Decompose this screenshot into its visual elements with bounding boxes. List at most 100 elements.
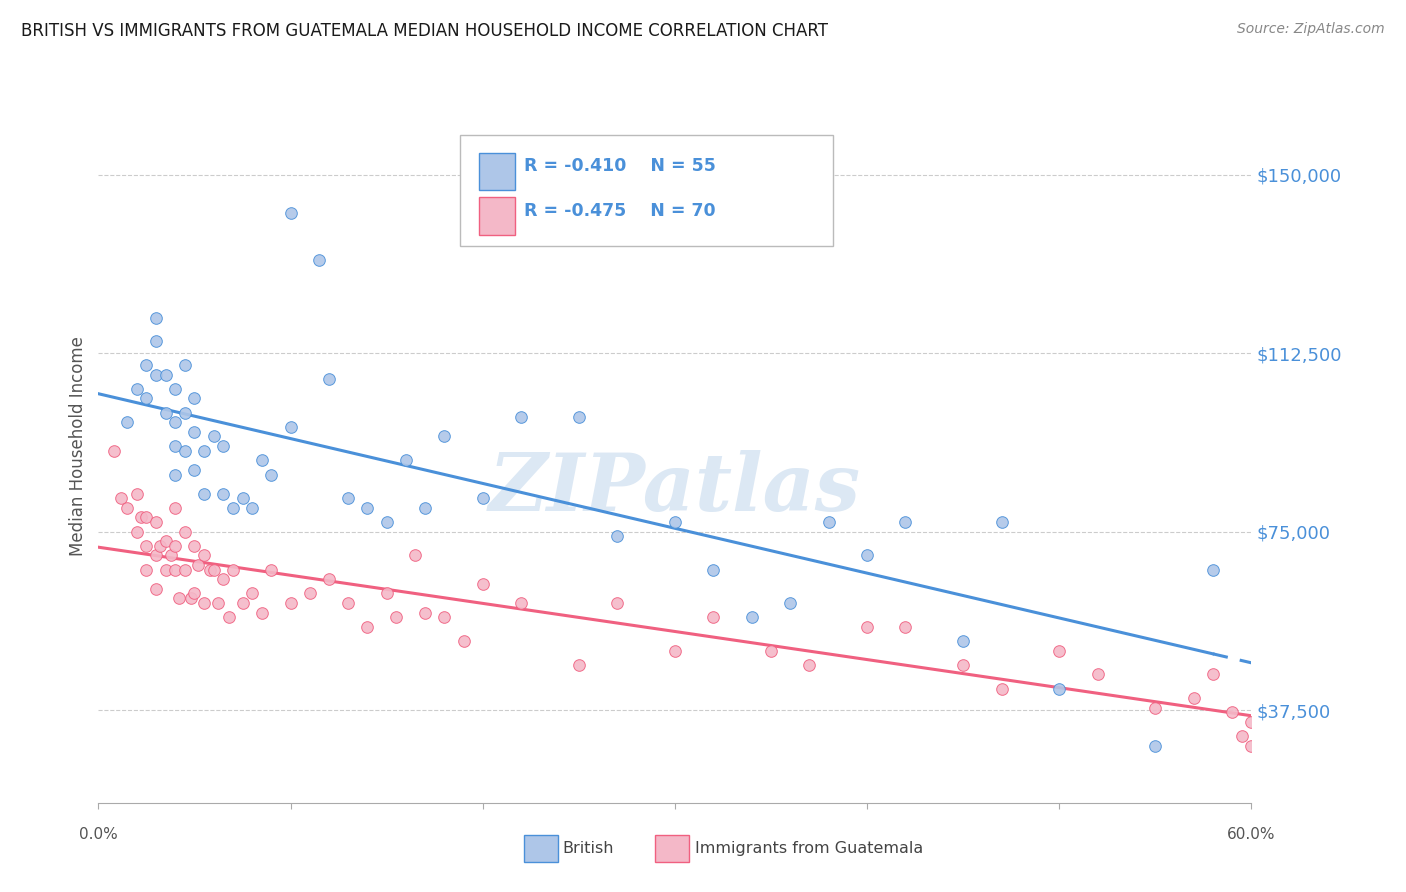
Point (1144, 700, 1167, 714)
Point (165, 382, 187, 396)
Point (167, 591, 190, 606)
Point (135, 392, 157, 406)
Point (183, 392, 205, 406)
Text: BRITISH VS IMMIGRANTS FROM GUATEMALA MEDIAN HOUSEHOLD INCOME CORRELATION CHART: BRITISH VS IMMIGRANTS FROM GUATEMALA MED… (21, 22, 828, 40)
Point (155, 534, 177, 549)
Point (433, 610, 456, 624)
Point (606, 596, 628, 610)
Point (212, 486, 235, 500)
Point (125, 524, 148, 539)
Point (165, 500, 187, 515)
Point (759, 643, 782, 657)
Point (193, 549, 215, 563)
Point (1230, 729, 1253, 743)
Point (779, 596, 801, 610)
Point (337, 596, 360, 610)
Point (125, 486, 148, 500)
Point (471, 577, 494, 591)
Point (125, 382, 148, 396)
Point (135, 358, 157, 372)
Point (183, 425, 205, 439)
Point (799, 657, 821, 672)
Point (1240, 714, 1263, 729)
Point (174, 524, 197, 539)
Point (155, 406, 177, 420)
Text: R = -0.410    N = 55: R = -0.410 N = 55 (523, 157, 716, 175)
Point (165, 467, 187, 482)
Point (606, 529, 628, 543)
Point (453, 634, 475, 648)
Point (145, 310, 167, 325)
Point (198, 563, 221, 577)
Point (145, 549, 167, 563)
Point (741, 610, 763, 624)
Point (337, 491, 360, 506)
Point (568, 657, 591, 672)
Point (1182, 691, 1205, 706)
Point (375, 515, 398, 529)
Text: ZIPatlas: ZIPatlas (489, 450, 860, 527)
Point (1202, 563, 1225, 577)
Point (174, 406, 197, 420)
Point (145, 515, 167, 529)
Point (193, 486, 215, 500)
Point (174, 358, 197, 372)
Point (160, 549, 183, 563)
Point (395, 453, 418, 467)
Point (207, 596, 229, 610)
Point (433, 429, 456, 443)
Point (145, 368, 167, 382)
Point (183, 463, 205, 477)
Point (193, 596, 215, 610)
Point (356, 500, 378, 515)
Point (222, 500, 245, 515)
Point (135, 510, 157, 524)
Point (413, 606, 436, 620)
Point (231, 491, 254, 506)
Point (183, 539, 205, 553)
Point (212, 572, 235, 586)
Point (165, 563, 187, 577)
Point (135, 539, 157, 553)
Point (183, 586, 205, 600)
Point (240, 586, 263, 600)
Point (856, 620, 879, 634)
Point (990, 681, 1012, 696)
Point (702, 563, 724, 577)
Point (1144, 739, 1167, 753)
Point (1220, 706, 1243, 720)
Point (165, 439, 187, 453)
Point (413, 500, 436, 515)
Point (149, 539, 172, 553)
Point (894, 620, 917, 634)
Point (405, 549, 427, 563)
Point (240, 500, 263, 515)
Point (165, 539, 187, 553)
Point (250, 606, 273, 620)
Point (165, 415, 187, 429)
Point (280, 206, 302, 220)
Point (212, 439, 235, 453)
Point (155, 368, 177, 382)
Text: Immigrants from Guatemala: Immigrants from Guatemala (695, 841, 922, 855)
Point (222, 563, 245, 577)
Point (510, 596, 533, 610)
Point (375, 586, 398, 600)
Point (193, 443, 215, 458)
Point (952, 657, 974, 672)
Point (298, 586, 321, 600)
Point (218, 610, 240, 624)
Point (318, 372, 340, 386)
Point (103, 443, 125, 458)
Point (318, 572, 340, 586)
Point (187, 558, 209, 572)
Point (664, 643, 686, 657)
Point (471, 491, 494, 506)
Text: 0.0%: 0.0% (79, 827, 118, 841)
Text: Source: ZipAtlas.com: Source: ZipAtlas.com (1237, 22, 1385, 37)
Point (110, 491, 132, 506)
Point (129, 510, 152, 524)
Point (202, 563, 225, 577)
Point (817, 515, 839, 529)
Y-axis label: Median Household Income: Median Household Income (69, 336, 87, 556)
